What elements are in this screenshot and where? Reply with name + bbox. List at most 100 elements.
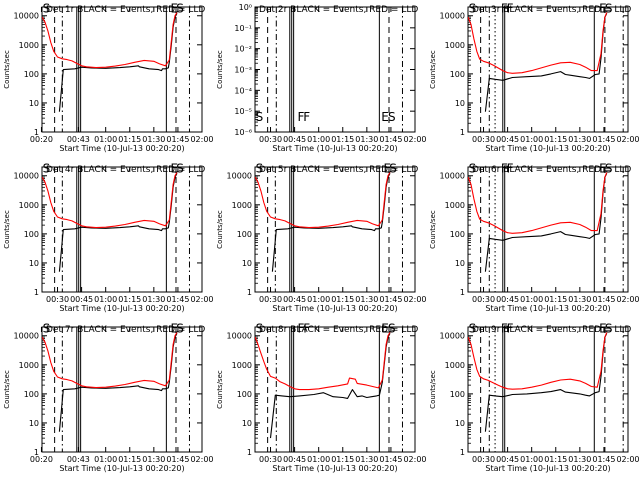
interval-letter: F: [303, 110, 310, 124]
y-tick-label: 1: [247, 288, 252, 297]
chart-panel: Det 8r BLACK = Events, RED = LLD 1 10 100 10…: [216, 321, 427, 473]
y-tick-label: 10: [29, 99, 39, 108]
plot-frame: [467, 326, 629, 453]
x-tick-label: 00:45: [70, 295, 93, 304]
interval-letter: S: [605, 161, 613, 175]
y-tick-label: 10000: [14, 332, 39, 341]
x-tick-label: 01:15: [331, 295, 354, 304]
x-tick-label: 02:00: [616, 455, 639, 464]
series-line-lld: [42, 332, 178, 389]
interval-letter: S: [256, 161, 264, 175]
interval-letter: F: [501, 321, 508, 335]
series-line-lld: [255, 172, 391, 229]
x-tick-label: 00:43: [67, 455, 90, 464]
y-tick-label: 1: [34, 448, 39, 457]
x-tick-label: 01:45: [379, 455, 402, 464]
chart-panel: Det 1r BLACK = Events, RED = LLD 1 10 100 10…: [3, 1, 214, 153]
interval-letter: F: [297, 321, 304, 335]
x-tick-label: 00:20: [30, 135, 53, 144]
x-axis-label: Start Time (10-Jul-13 00:20:20): [485, 464, 610, 473]
y-tick-label: 10⁰: [239, 3, 252, 12]
interval-letter: F: [501, 1, 508, 15]
chart-title: Det 1r BLACK = Events, RED = LLD: [46, 5, 205, 15]
plot-frame: [254, 326, 416, 453]
x-tick-label: 01:00: [94, 135, 117, 144]
x-tick-label: 01:00: [307, 295, 330, 304]
plot-frame: [41, 326, 203, 453]
y-tick-label: 10: [455, 99, 465, 108]
x-tick-label: 00:30: [472, 295, 495, 304]
y-tick-label: 10: [242, 419, 252, 428]
y-tick-label: 100: [24, 230, 39, 239]
y-tick-label: 10: [29, 259, 39, 268]
interval-letter: E: [171, 321, 179, 335]
plot-area: [468, 167, 624, 292]
x-tick-label: 01:45: [592, 135, 615, 144]
interval-letter: F: [507, 1, 514, 15]
interval-letter: F: [297, 110, 304, 124]
y-tick-label: 10⁻³: [234, 66, 252, 75]
y-tick-label: 10⁻¹: [234, 24, 252, 33]
chart-title: Det 2r BLACK = Events, RED = LLD: [259, 5, 418, 15]
interval-letter: F: [303, 321, 310, 335]
x-tick-label: 00:43: [67, 135, 90, 144]
interval-letter: S: [43, 321, 51, 335]
x-tick-label: 01:45: [592, 455, 615, 464]
x-axis-label: Start Time (10-Jul-13 00:20:20): [59, 464, 184, 473]
x-tick-label: 01:30: [355, 455, 378, 464]
plot-frame: [41, 166, 203, 293]
plot-area: [468, 7, 624, 132]
y-tick-label: 1: [34, 128, 39, 137]
x-tick-label: 01:15: [544, 295, 567, 304]
y-tick-label: 1000: [19, 41, 39, 50]
series-line-lld: [42, 12, 178, 69]
y-axis-label: Counts/sec: [429, 210, 437, 249]
x-tick-label: 01:15: [544, 135, 567, 144]
y-tick-label: 1: [247, 448, 252, 457]
series-line-lld: [468, 12, 608, 74]
y-tick-label: 10000: [440, 12, 465, 21]
x-tick-label: 01:45: [166, 295, 189, 304]
x-tick-label: 02:00: [616, 295, 639, 304]
interval-letter: S: [388, 321, 396, 335]
chart-title: Det 5r BLACK = Events, RED = LLD: [259, 165, 418, 175]
chart-panel: Det 3r BLACK = Events, RED = LLD 1 10 100 10…: [429, 1, 640, 153]
interval-letter: E: [381, 110, 389, 124]
chart-title: Det 9r BLACK = Events, RED = LLD: [472, 325, 631, 335]
series-line-lld: [255, 332, 391, 391]
chart-panel: Det 6r BLACK = Events, RED = LLD 1 10 100 10…: [429, 161, 640, 313]
interval-letter: F: [507, 321, 514, 335]
x-tick-label: 01:00: [520, 455, 543, 464]
plot-frame: [254, 166, 416, 293]
x-axis-label: Start Time (10-Jul-13 00:20:20): [485, 144, 610, 153]
y-tick-label: 10: [455, 259, 465, 268]
x-tick-label: 01:30: [568, 295, 591, 304]
x-tick-label: 00:30: [46, 295, 69, 304]
x-tick-label: 00:30: [472, 135, 495, 144]
y-tick-label: 10000: [440, 332, 465, 341]
x-axis-label: Start Time (10-Jul-13 00:20:20): [59, 144, 184, 153]
x-tick-label: 02:00: [190, 295, 213, 304]
y-tick-label: 100: [237, 230, 252, 239]
y-tick-label: 1000: [445, 201, 465, 210]
x-tick-label: 00:30: [259, 135, 282, 144]
interval-letter: S: [388, 110, 396, 124]
x-tick-label: 01:30: [142, 295, 165, 304]
interval-letter: E: [599, 321, 607, 335]
interval-letter: S: [256, 110, 264, 124]
y-axis-label: Counts/sec: [3, 210, 11, 249]
y-tick-label: 100: [450, 230, 465, 239]
plot-frame: [467, 166, 629, 293]
chart-panel: Det 4r BLACK = Events, RED = LLD 1 10 100 10…: [3, 161, 214, 313]
x-tick-label: 01:15: [331, 455, 354, 464]
interval-letter: E: [381, 321, 389, 335]
chart-title: Det 7r BLACK = Events, RED = LLD: [46, 325, 205, 335]
x-tick-label: 00:45: [496, 295, 519, 304]
x-tick-label: 01:45: [166, 135, 189, 144]
chart-panel: Det 2r BLACK = Events, RED = LLD 10⁻⁶ 10⁻⁵…: [216, 3, 427, 153]
series-line-lld: [468, 332, 608, 390]
interval-letter: S: [605, 1, 613, 15]
y-tick-label: 10000: [440, 172, 465, 181]
y-tick-label: 10000: [14, 12, 39, 21]
